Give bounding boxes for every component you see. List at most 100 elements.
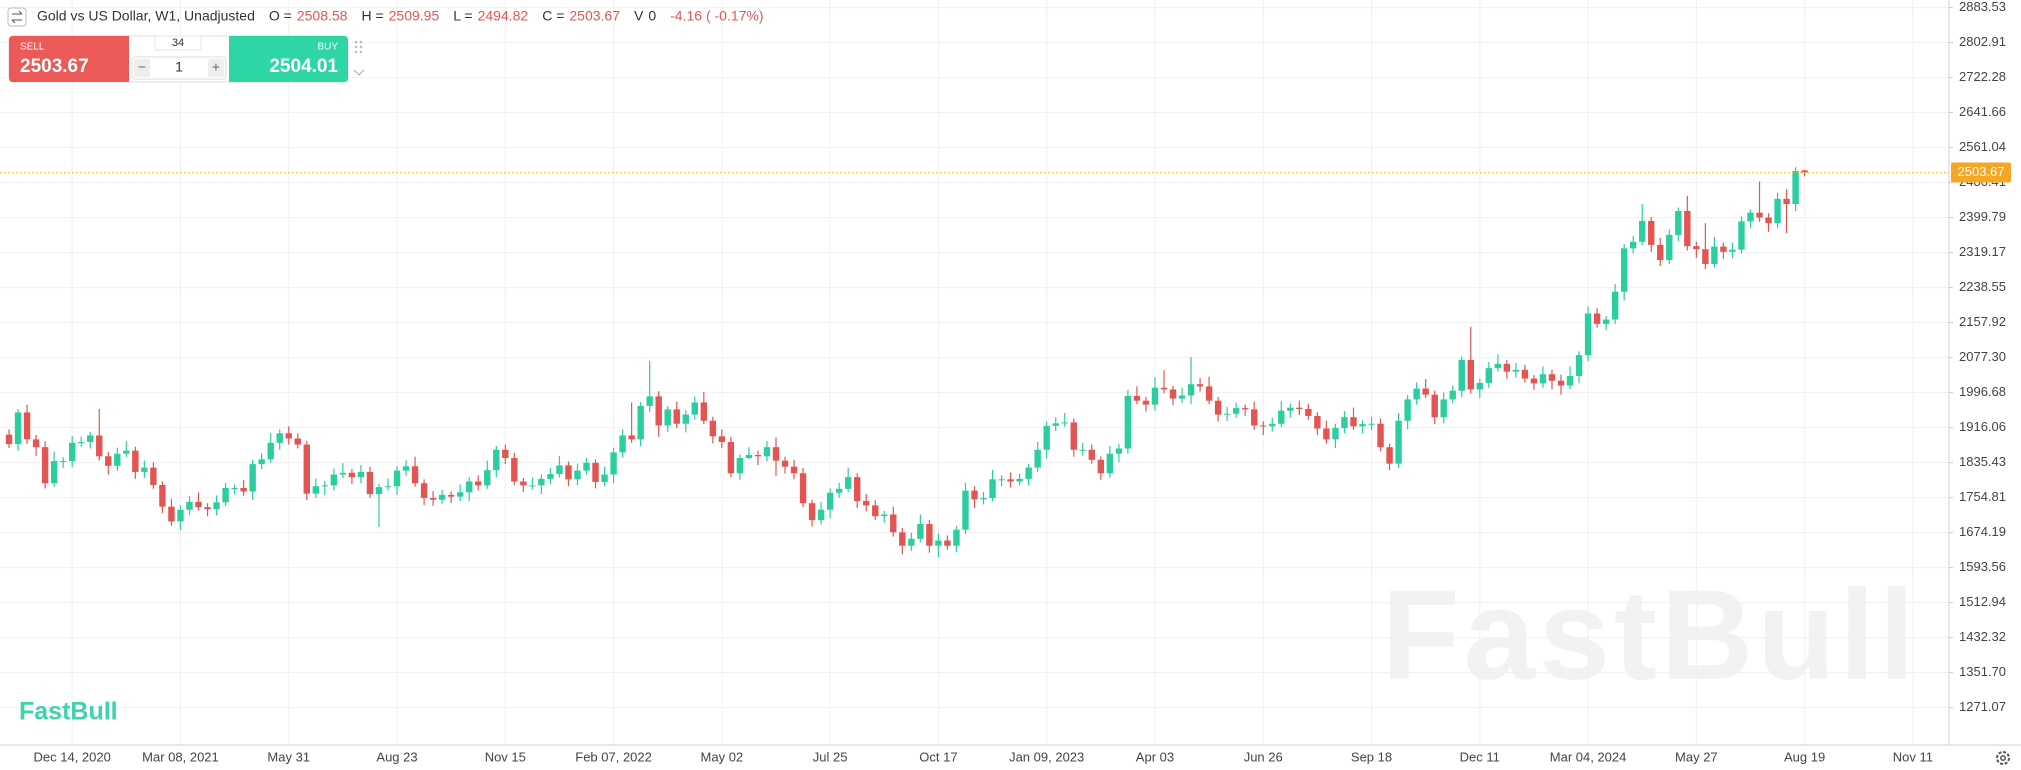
candle-body [1187, 384, 1195, 396]
candle-body [240, 487, 247, 492]
candle-body [1124, 395, 1132, 449]
candle-body [32, 439, 40, 448]
candle-body [1666, 234, 1673, 261]
candle-body [177, 509, 184, 522]
logo: FastBull [19, 698, 118, 726]
candle-body [736, 458, 744, 474]
collapse-icon[interactable] [353, 69, 365, 76]
x-tick-label: May 02 [701, 749, 744, 764]
candle-body [1341, 417, 1348, 429]
candle-body [1467, 359, 1474, 390]
candle-body [529, 485, 536, 487]
candle-body [799, 473, 807, 504]
x-tick-label: Mar 08, 2021 [142, 749, 219, 764]
sell-button[interactable] [9, 36, 129, 82]
candle-body [123, 450, 130, 454]
candle-body [700, 402, 708, 421]
candle-body [1575, 355, 1583, 376]
legend-text: V [634, 8, 644, 24]
candle-body [105, 456, 112, 466]
candle-body [195, 501, 202, 508]
candle-body [14, 412, 22, 445]
candle-body [926, 524, 933, 546]
candle-body [1629, 241, 1637, 249]
candle-body [1485, 368, 1493, 383]
candle-body [321, 485, 329, 487]
candle-body [989, 479, 996, 498]
candle-body [1702, 249, 1709, 264]
candle-body [59, 461, 67, 463]
candle-body [1169, 389, 1177, 399]
candle-body [132, 450, 139, 472]
candle-body [276, 433, 283, 443]
y-tick-label: 1351.70 [1959, 664, 2006, 679]
buy-price: 2504.01 [269, 56, 338, 77]
candle-body [5, 434, 13, 445]
candle-body [231, 487, 238, 489]
candle-body [935, 540, 942, 546]
candle-body [1061, 422, 1068, 424]
candle-body [971, 490, 978, 500]
candle-body [41, 447, 49, 484]
candle-body [1079, 449, 1086, 451]
legend-row: Gold vs US Dollar, W1, Unadjusted O = 2508… [7, 7, 764, 27]
candle-body [1106, 453, 1114, 474]
y-tick-label: 1835.43 [1959, 454, 2006, 469]
candle-body [411, 466, 419, 484]
y-tick-label: 2077.30 [1959, 349, 2006, 364]
candle-body [78, 441, 85, 443]
candle-body [763, 447, 771, 457]
candle-body [610, 452, 617, 475]
candle-body [1196, 384, 1204, 387]
candle-body [520, 481, 527, 486]
y-tick-label: 1674.19 [1959, 524, 2006, 539]
candle-body [808, 503, 816, 521]
candle-body [1765, 217, 1772, 224]
quantity-box[interactable] [131, 56, 227, 80]
candle-body [1584, 313, 1592, 356]
candle-body [1025, 467, 1032, 479]
x-tick-label: Jul 25 [813, 749, 848, 764]
candle-body [1512, 369, 1520, 372]
plus-sign: + [212, 59, 220, 75]
candle-body [556, 465, 563, 475]
candle-body [493, 449, 500, 471]
candle-body [1115, 448, 1123, 454]
sell-price: 2503.67 [20, 56, 89, 77]
candle-body [1774, 198, 1781, 224]
candle-body [1720, 246, 1727, 252]
plus-button[interactable] [208, 59, 224, 77]
settings-icon[interactable] [1996, 751, 2010, 765]
drag-handle[interactable] [354, 40, 363, 54]
x-tick-label: Feb 07, 2022 [575, 749, 652, 764]
legend-text: 0 [648, 8, 656, 24]
candle-body [619, 435, 626, 453]
candle-body [1657, 244, 1664, 261]
candle-body [1178, 395, 1186, 399]
minus-button[interactable] [134, 59, 150, 77]
candle-body [348, 472, 356, 478]
candle-body [1458, 359, 1465, 391]
candle-body [68, 442, 76, 462]
legend-text: L = [453, 8, 472, 24]
candle-body [1729, 249, 1736, 252]
candle-body [962, 490, 969, 530]
buy-button[interactable] [229, 36, 348, 82]
candle-body [1097, 459, 1105, 474]
candle-body [1260, 425, 1267, 427]
candle-body [601, 474, 608, 482]
y-tick-label: 1754.81 [1959, 489, 2006, 504]
x-tick-label: Nov 15 [485, 749, 526, 764]
candle-body [953, 529, 960, 546]
symbol-button[interactable] [7, 7, 27, 27]
candle-body [511, 458, 518, 482]
candle-body [1386, 447, 1393, 464]
candle-body [1693, 246, 1700, 250]
candle-body [447, 494, 455, 497]
candle-body [258, 459, 265, 465]
candle-body [826, 492, 834, 510]
candle-body [1287, 407, 1294, 411]
candle-body [1783, 198, 1790, 205]
y-tick-label: 1432.32 [1959, 629, 2006, 644]
candle-body [863, 501, 870, 506]
